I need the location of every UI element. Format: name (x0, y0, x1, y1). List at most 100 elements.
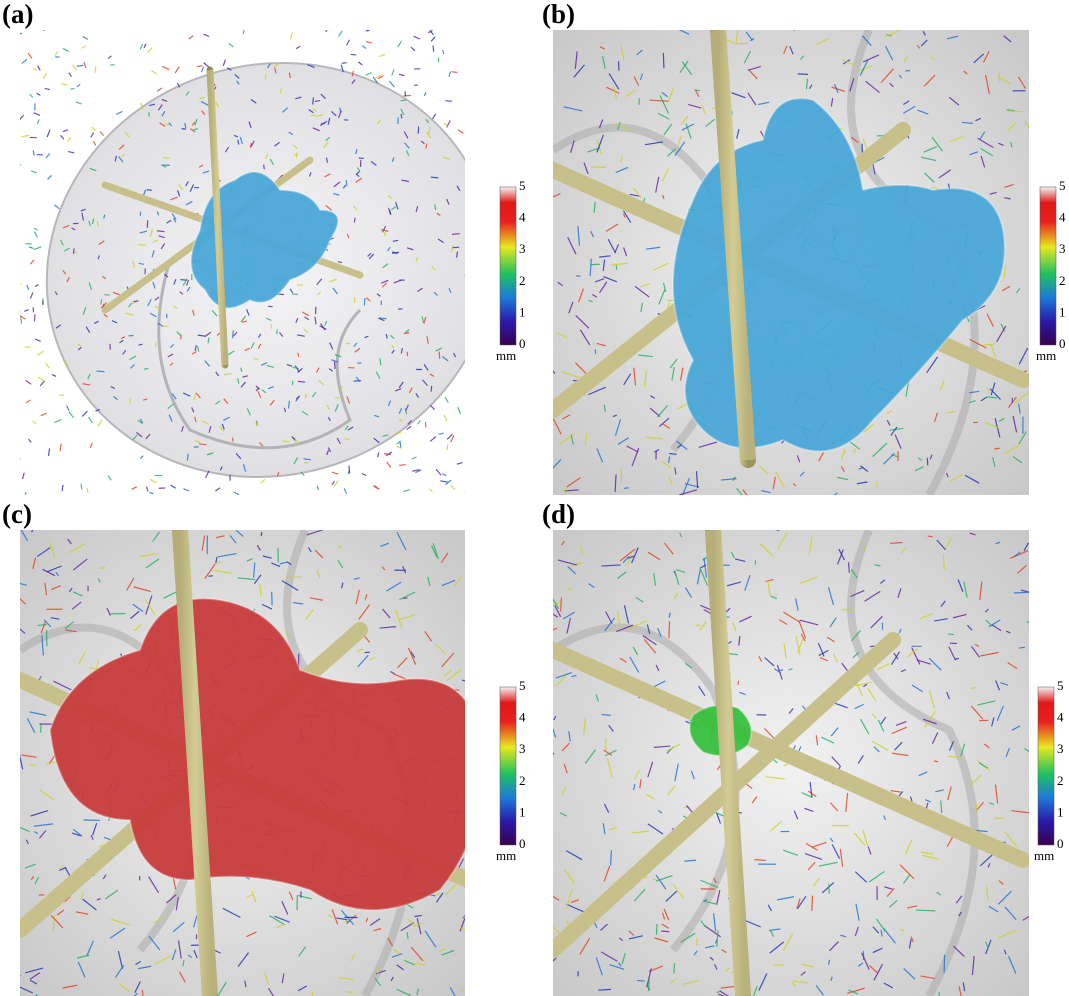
vector (28, 53, 32, 58)
colorbar-tick-label: 4 (1057, 710, 1064, 725)
vector (144, 44, 146, 48)
vector (130, 399, 131, 404)
vector (444, 124, 448, 126)
vector (261, 479, 265, 483)
render (2, 524, 490, 996)
vector (92, 127, 96, 131)
vector (362, 46, 366, 49)
colorbar (1040, 187, 1056, 345)
vector (108, 476, 111, 481)
vector (400, 442, 401, 448)
vector (52, 374, 56, 376)
vector (108, 56, 111, 59)
vector (265, 74, 266, 80)
vector (25, 492, 27, 498)
colorbar-tick-label: 3 (1059, 241, 1066, 256)
vector (26, 400, 30, 403)
colorbar-tick-label: 3 (1057, 741, 1064, 756)
vector (151, 71, 157, 74)
vector (661, 931, 669, 932)
vector (624, 488, 629, 489)
vector (68, 137, 71, 141)
vector (399, 74, 404, 75)
vector (389, 81, 394, 87)
vector (378, 452, 379, 457)
vector (616, 265, 617, 270)
vector (332, 481, 335, 485)
vector (430, 405, 434, 409)
vector (224, 374, 232, 375)
vector (311, 115, 315, 116)
vector (447, 444, 448, 450)
vector (59, 395, 64, 396)
vector (590, 264, 600, 265)
vector (971, 688, 977, 689)
vector (433, 46, 434, 52)
vector (157, 231, 165, 232)
colorbar-tick-label: 4 (519, 210, 526, 225)
vector (149, 493, 153, 494)
panel-label: (d) (542, 499, 575, 529)
vector (38, 351, 44, 355)
vector (21, 317, 22, 324)
colorbar-unit: mm (1036, 348, 1056, 363)
vector (67, 406, 69, 411)
vector (82, 46, 86, 49)
vector (208, 338, 209, 344)
vector (55, 51, 58, 55)
vector (63, 130, 68, 132)
vector (95, 66, 96, 73)
vector (223, 60, 225, 66)
vector (60, 444, 61, 451)
vector (435, 204, 436, 210)
vector (46, 153, 50, 157)
vector (444, 415, 447, 421)
vector (76, 102, 82, 104)
vector (447, 120, 450, 127)
vector (430, 437, 436, 442)
colorbar-tick-label: 1 (1057, 804, 1064, 819)
vector (71, 88, 75, 89)
vector (347, 40, 350, 46)
vector (812, 896, 813, 911)
vector (73, 248, 74, 253)
colorbar-tick-label: 5 (519, 678, 526, 693)
colorbar (1038, 687, 1054, 845)
panel: 012345mm (543, 528, 1064, 996)
colorbar-tick-label: 2 (1059, 273, 1066, 288)
vector (399, 465, 406, 466)
vector (256, 421, 257, 426)
vector (754, 860, 765, 861)
panel-label: (b) (542, 0, 575, 29)
vector (611, 850, 612, 865)
render (0, 6, 547, 535)
vector (431, 177, 439, 178)
vector (43, 73, 46, 79)
vector (458, 130, 464, 133)
colorbar (500, 687, 516, 845)
vector (17, 165, 21, 167)
panel-label: (a) (2, 0, 33, 29)
colorbar-tick-label: 4 (519, 710, 526, 725)
vector (96, 371, 104, 372)
vector (342, 63, 347, 64)
colorbar-tick-label: 5 (1057, 678, 1064, 693)
vector (798, 74, 808, 75)
vector (234, 492, 239, 495)
vector (366, 42, 372, 43)
vector (656, 924, 657, 935)
vector (326, 27, 329, 32)
vector (2, 971, 21, 976)
vector (392, 70, 394, 76)
vector (354, 297, 355, 302)
vector (278, 548, 279, 563)
vector (203, 34, 209, 36)
colorbar-tick-label: 2 (1057, 773, 1064, 788)
vector (147, 487, 148, 492)
vector (429, 23, 430, 30)
vector (189, 36, 194, 39)
vector (34, 232, 37, 238)
vector (948, 634, 954, 635)
vector (20, 115, 24, 119)
vector (33, 150, 34, 155)
